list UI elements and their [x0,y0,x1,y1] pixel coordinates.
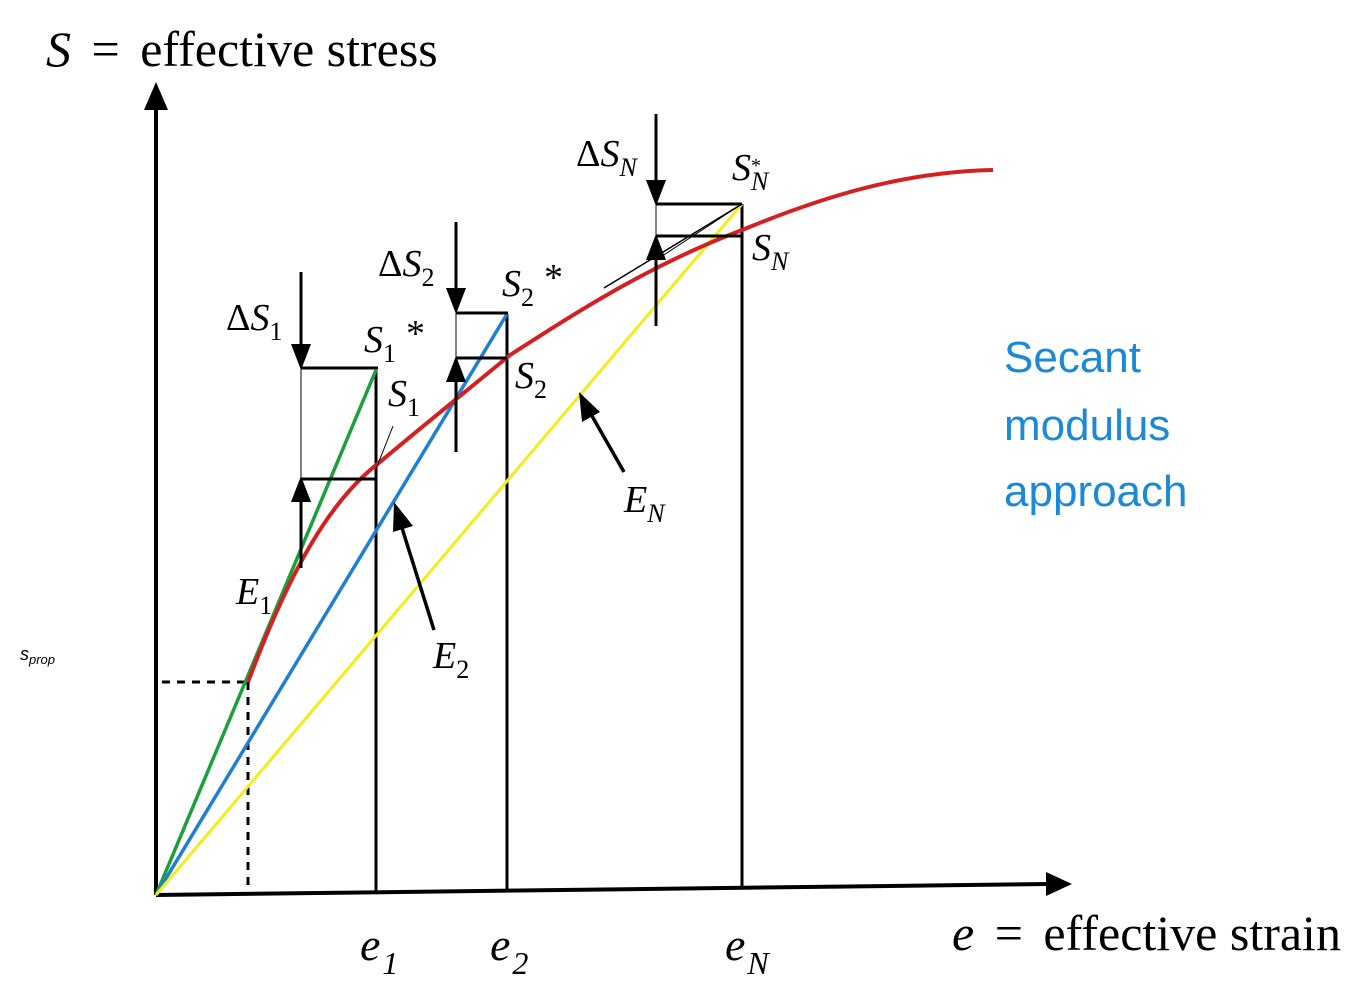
note-line-1: Secant [1004,333,1141,382]
sn-star-label: S* N [732,147,770,196]
en-pointer-head [579,392,600,422]
e1-modulus-label: E1 [235,571,272,620]
s2-label: S2 [515,355,547,404]
x-axis-title-text: effective strain [1043,905,1341,961]
e2-pointer-head [393,502,413,532]
delta-s2-down-arrow-head [446,288,466,314]
delta-s1-label: ΔS1 [226,297,282,346]
s2-up-arrow-head [446,356,466,382]
x-axis-arrow [1046,872,1072,896]
delta-sn-label: ΔSN [576,133,638,182]
s1-up-arrow-head [291,476,311,502]
delta-s1-down-arrow-head [291,344,311,370]
y-axis-symbol: S [46,21,71,77]
sn-tangent-thin-line-1 [603,203,743,289]
y-axis-title-text: effective stress [140,21,438,77]
y-axis-arrow [144,82,168,110]
x-axis-equals: = [995,905,1023,961]
x-axis-title: e = effective strain [952,905,1341,961]
secant-modulus-note: Secant modulus approach [1004,333,1187,516]
stress-strain-curve [246,168,994,683]
y-axis-title: S = effective stress [46,21,438,77]
y-axis-equals: = [92,21,120,77]
delta-sn-down-arrow-head [646,180,666,206]
x-axis-symbol: e [952,905,974,961]
note-line-2: modulus [1004,401,1170,450]
en-secant-line [154,203,744,896]
s1-label: S1 [388,373,420,422]
sn-tangent-thin-line-2 [655,203,743,261]
s2-star-label: S2 * [502,257,563,312]
delta-s2-label: ΔS2 [378,243,434,292]
tick-label-en: eN [725,919,770,981]
tick-label-e2: e2 [490,919,528,981]
s1-star-label: S1 * [364,313,425,368]
e2-pointer-shaft [400,527,436,631]
s-prop-label: sprop [20,644,55,667]
e2-secant-line [154,313,509,896]
sn-label: SN [752,227,790,276]
tick-label-e1: e1 [360,919,398,981]
x-axis [155,882,1049,897]
s1-leader-line [375,425,394,470]
en-modulus-label: EN [623,479,666,528]
note-line-3: approach [1004,467,1187,516]
e2-modulus-label: E2 [432,635,469,684]
en-pointer-shaft [590,415,626,473]
